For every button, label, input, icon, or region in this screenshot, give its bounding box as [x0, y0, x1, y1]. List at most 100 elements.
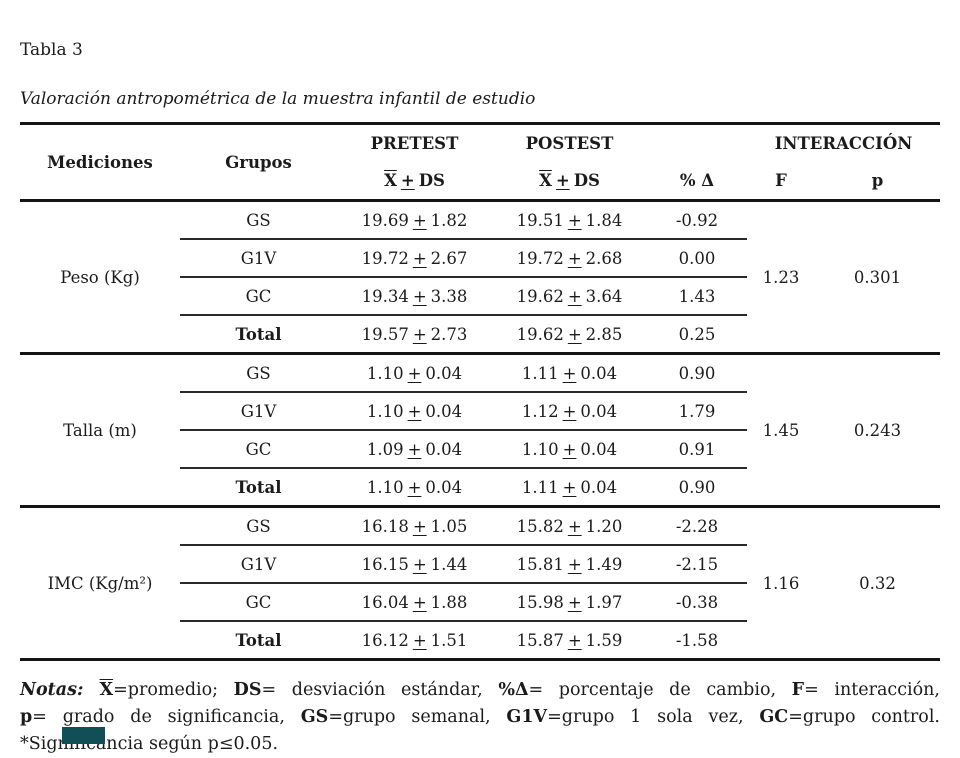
mean-value: 15.87 — [516, 630, 564, 650]
mean-value: 1.09 — [366, 439, 404, 459]
mean-value: 1.10 — [366, 363, 404, 383]
value-cell: 19.72 +2.67 — [337, 239, 492, 278]
group-cell: GS — [180, 353, 337, 393]
xbar-symbol: X — [384, 171, 397, 190]
mean-value: 19.72 — [361, 248, 409, 268]
delta-cell: -1.58 — [647, 621, 747, 661]
sd-value: 2.67 — [430, 248, 468, 268]
f-value-cell: 1.23 — [747, 200, 815, 355]
plus-minus-symbol: + — [567, 248, 582, 268]
value-cell: 16.15 +1.44 — [337, 545, 492, 584]
sd-value: 1.97 — [585, 592, 623, 612]
plus-minus-symbol: + — [567, 592, 582, 612]
mean-value: 16.18 — [361, 516, 409, 536]
table-row: Talla (m) GS 1.10 +0.04 1.11 +0.04 0.90 1.45 0.2… — [20, 353, 941, 508]
mean-value: 16.15 — [361, 554, 409, 574]
sd-value: 0.04 — [580, 439, 618, 459]
plus-minus-symbol: + — [412, 630, 427, 650]
col-header-p: p — [815, 162, 941, 202]
value-cell: 19.57 +2.73 — [337, 315, 492, 355]
group-cell: G1V — [180, 239, 337, 278]
notes-segment: DS — [233, 680, 262, 700]
notes-segment: = porcentaje de cambio, — [528, 680, 792, 700]
group-cell: GC — [180, 583, 337, 622]
value-cell: 1.10 +0.04 — [337, 468, 492, 508]
p-value-cell: 0.243 — [815, 353, 941, 508]
notes-segment: p — [20, 707, 33, 727]
table-row: G1V 16.15 +1.44 15.81 +1.49 -2.15 — [20, 545, 940, 584]
delta-cell: 0.25 — [647, 315, 747, 355]
plus-minus-symbol: + — [562, 363, 577, 383]
delta-cell: 1.43 — [647, 277, 747, 316]
group-cell: Total — [180, 315, 337, 355]
delta-cell: -0.38 — [647, 583, 747, 622]
col-header-interaccion: INTERACCIÓN — [774, 134, 913, 153]
plus-minus-symbol: + — [412, 210, 427, 230]
sd-value: 1.84 — [585, 210, 623, 230]
header-row-1: Mediciones Grupos PRETEST POSTEST INTERA… — [20, 123, 940, 202]
measure-cell: Peso (Kg) — [20, 200, 180, 355]
value-cell: 19.72 +2.68 — [492, 239, 647, 278]
sd-value: 0.04 — [580, 363, 618, 383]
p-value-cell: 0.301 — [815, 200, 941, 355]
group-cell: GC — [180, 277, 337, 316]
group-cell: GS — [180, 200, 337, 240]
value-cell: 1.09 +0.04 — [337, 430, 492, 469]
plus-minus-symbol: + — [412, 248, 427, 268]
plus-minus-symbol: + — [407, 401, 422, 421]
col-header-grupos: Grupos — [180, 123, 337, 202]
sd-value: 0.04 — [425, 363, 463, 383]
value-cell: 15.81 +1.49 — [492, 545, 647, 584]
notes-segment: = desviación estándar, — [261, 680, 499, 700]
notes-segment: =grupo semanal, — [328, 707, 507, 727]
mean-value: 1.12 — [521, 401, 559, 421]
sd-value: 1.44 — [430, 554, 468, 574]
sd-value: 2.73 — [430, 324, 468, 344]
plus-minus-symbol: + — [562, 401, 577, 421]
value-cell: 1.12 +0.04 — [492, 392, 647, 431]
value-cell: 16.18 +1.05 — [337, 506, 492, 546]
col-header-pretest: PRETEST — [370, 134, 459, 153]
mean-value: 1.10 — [521, 439, 559, 459]
header-row-2: X + DS X + DS % Δ F p — [20, 162, 941, 202]
corner-marker — [62, 727, 105, 744]
sd-value: 1.05 — [430, 516, 468, 536]
notes-segment: Notas: — [20, 680, 100, 700]
mean-value: 19.57 — [361, 324, 409, 344]
col-header-f: F — [747, 162, 815, 202]
plus-minus-symbol: + — [412, 286, 427, 306]
delta-cell: -2.28 — [647, 506, 747, 546]
col-header-mediciones: Mediciones — [20, 123, 180, 202]
value-cell: 1.11 +0.04 — [492, 468, 647, 508]
notes-segment: F — [791, 680, 805, 700]
notes-segment: =grupo control. — [788, 707, 940, 727]
plus-minus-symbol: + — [555, 171, 570, 190]
measure-cell: Talla (m) — [20, 353, 180, 508]
notes-segment: G1V — [506, 707, 548, 727]
ds-label: DS — [418, 171, 445, 190]
plus-minus-symbol: + — [567, 324, 582, 344]
notes-segment: = interacción, — [804, 680, 940, 700]
f-value-cell: 1.45 — [747, 353, 815, 508]
value-cell: 19.62 +3.64 — [492, 277, 647, 316]
notes-paragraph: Notas: X=promedio; DS= desviación estánd… — [20, 677, 940, 758]
table-row: G1V 1.10 +0.04 1.12 +0.04 1.79 — [20, 392, 940, 431]
mean-value: 1.10 — [366, 401, 404, 421]
delta-cell: 0.00 — [647, 239, 747, 278]
table-row: Total 16.12 +1.51 15.87 +1.59 -1.58 — [20, 621, 940, 661]
delta-cell: -0.92 — [647, 200, 747, 240]
value-cell: 19.69 +1.82 — [337, 200, 492, 240]
value-cell: 16.04 +1.88 — [337, 583, 492, 622]
mean-value: 19.34 — [361, 286, 409, 306]
sd-value: 0.04 — [425, 439, 463, 459]
notes-segment: = grado de significancia, — [32, 707, 301, 727]
table-row: GC 19.34 +3.38 19.62 +3.64 1.43 — [20, 277, 940, 316]
sd-value: 1.88 — [430, 592, 468, 612]
delta-cell: 0.90 — [647, 468, 747, 508]
value-cell: 19.62 +2.85 — [492, 315, 647, 355]
plus-minus-symbol: + — [412, 554, 427, 574]
measure-cell: IMC (Kg/m²) — [20, 506, 180, 661]
table-row: Total 1.10 +0.04 1.11 +0.04 0.90 — [20, 468, 940, 508]
value-cell: 15.82 +1.20 — [492, 506, 647, 546]
